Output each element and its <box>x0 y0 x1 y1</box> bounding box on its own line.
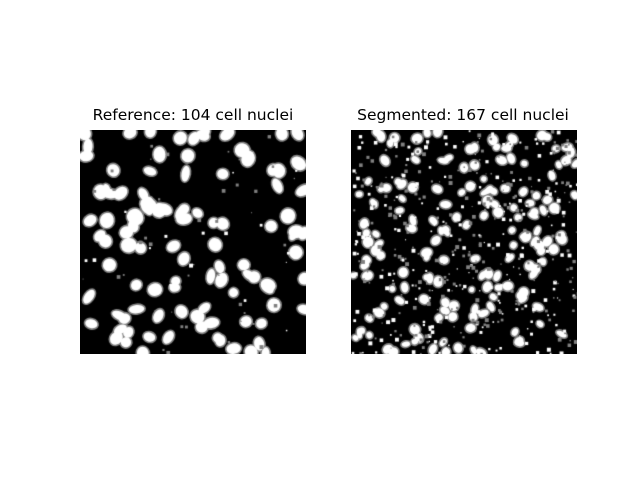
segmented-segmentation-image <box>351 130 577 354</box>
segmented-panel-title: Segmented: 167 cell nuclei <box>357 106 569 124</box>
segmented-nuclei-canvas <box>351 130 577 354</box>
reference-segmentation-image <box>80 130 306 354</box>
reference-nuclei-canvas <box>80 130 306 354</box>
reference-panel-title: Reference: 104 cell nuclei <box>92 106 294 124</box>
